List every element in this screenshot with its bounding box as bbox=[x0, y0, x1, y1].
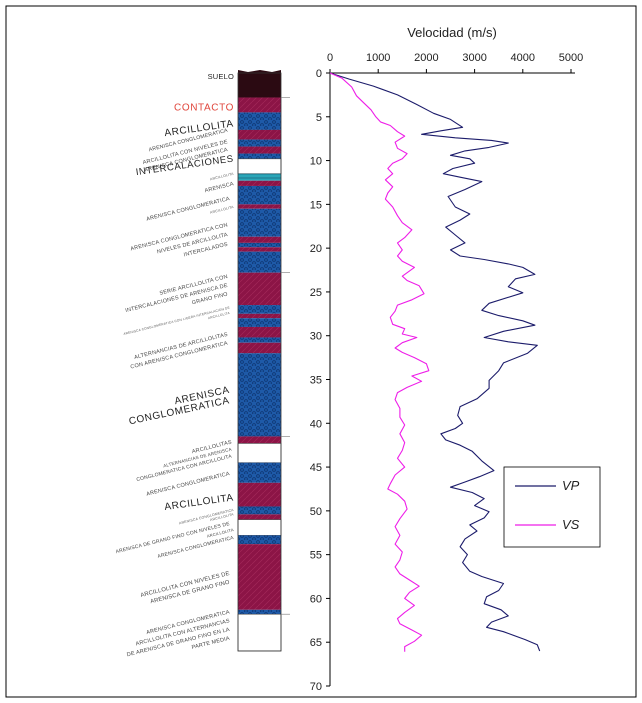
y-tick-label: 45 bbox=[310, 462, 322, 474]
litho-layer-blanco bbox=[237, 158, 282, 175]
lithology-label: ARCILLOLITA bbox=[208, 311, 231, 320]
lithology-column bbox=[237, 70, 290, 652]
litho-layer-arenisca bbox=[238, 337, 281, 343]
series-layer bbox=[329, 72, 541, 652]
litho-layer-arcillolita bbox=[238, 436, 281, 444]
litho-layer-arcillolita bbox=[238, 146, 281, 154]
y-tick-label: 70 bbox=[310, 681, 322, 693]
litho-layer-arcillolita bbox=[238, 313, 281, 319]
y-tick-label: 10 bbox=[310, 156, 322, 168]
litho-layer-arenisca bbox=[238, 112, 281, 130]
lithology-label: ARCILLOLITA bbox=[210, 205, 235, 215]
litho-layer-arcillolita bbox=[238, 272, 281, 306]
litho-layer-blanco bbox=[237, 443, 282, 463]
y-tick-label: 15 bbox=[310, 199, 322, 211]
litho-layer-arenisca bbox=[238, 208, 281, 237]
x-tick-label: 0 bbox=[327, 52, 333, 64]
y-tick-label: 60 bbox=[310, 593, 322, 605]
litho-layer-arcillolita bbox=[238, 514, 281, 520]
y-tick-label: 20 bbox=[310, 243, 322, 255]
y-tick-label: 25 bbox=[310, 287, 322, 299]
chart-title: Velocidad (m/s) bbox=[407, 25, 497, 40]
litho-layer-arcillolita bbox=[238, 180, 281, 186]
litho-layer-intercalacion bbox=[238, 173, 281, 181]
litho-layer-suelo bbox=[238, 70, 281, 98]
y-tick-label: 5 bbox=[316, 112, 322, 124]
litho-layer-blanco bbox=[237, 613, 282, 652]
litho-layer-arenisca bbox=[238, 139, 281, 147]
litho-layer-arenisca bbox=[238, 506, 281, 515]
y-tick-label: 0 bbox=[316, 68, 322, 80]
lithology-label: SUELO bbox=[208, 72, 234, 81]
litho-layer-arenisca bbox=[238, 242, 281, 248]
series-line-vp bbox=[329, 72, 541, 652]
lithology-label: ARCILLOLITA bbox=[210, 172, 235, 182]
lithology-label: ARCILLOLITA bbox=[210, 512, 235, 522]
y-tick-label: 65 bbox=[310, 637, 322, 649]
legend: VP VS bbox=[503, 466, 601, 548]
y-tick-label: 30 bbox=[310, 331, 322, 343]
litho-layer-arenisca bbox=[238, 609, 281, 615]
legend-label-vp: VP bbox=[562, 478, 580, 493]
x-tick-label: 2000 bbox=[414, 52, 438, 64]
y-tick-label: 40 bbox=[310, 418, 322, 430]
x-tick-label: 3000 bbox=[462, 52, 486, 64]
x-tick-label: 4000 bbox=[511, 52, 535, 64]
litho-layer-arcillolita bbox=[238, 97, 281, 113]
litho-layer-arcillolita bbox=[238, 129, 281, 140]
litho-layer-blanco bbox=[237, 519, 282, 536]
x-tick-label: 5000 bbox=[559, 52, 583, 64]
lithology-label: ARCILLOLITA bbox=[206, 527, 234, 539]
lithology-label: CONTACTO bbox=[174, 103, 234, 114]
y-tick-label: 55 bbox=[310, 550, 322, 562]
x-tick-label: 1000 bbox=[366, 52, 390, 64]
litho-column-border bbox=[237, 72, 282, 652]
litho-layer-arcillolita bbox=[238, 247, 281, 252]
figure-frame bbox=[5, 5, 637, 698]
litho-layer-arenisca bbox=[238, 153, 281, 159]
litho-layer-arenisca bbox=[238, 185, 281, 205]
litho-layer-arenisca bbox=[238, 318, 281, 327]
litho-layer-arcillolita bbox=[238, 544, 281, 610]
litho-layer-arcillolita bbox=[238, 326, 281, 338]
litho-layer-arenisca bbox=[238, 462, 281, 483]
series-line-vs bbox=[329, 72, 430, 652]
litho-layer-arcillolita bbox=[238, 482, 281, 507]
litho-layer-arcillolita bbox=[238, 342, 281, 354]
legend-label-vs: VS bbox=[562, 517, 580, 532]
y-tick-label: 50 bbox=[310, 506, 322, 518]
y-tick-label: 35 bbox=[310, 375, 322, 387]
litho-layer-arcillolita bbox=[238, 236, 281, 243]
litho-layer-arenisca bbox=[238, 535, 281, 545]
litho-layer-arenisca bbox=[238, 305, 281, 314]
chart-axes: 0 1000 2000 3000 4000 5000 0 5 10 15 20 25 30 35 40 45 5… bbox=[310, 52, 583, 693]
legend-box bbox=[503, 466, 601, 548]
litho-layer-arcillolita bbox=[238, 204, 281, 209]
litho-layer-arenisca bbox=[238, 353, 281, 437]
litho-layer-arenisca bbox=[238, 251, 281, 273]
